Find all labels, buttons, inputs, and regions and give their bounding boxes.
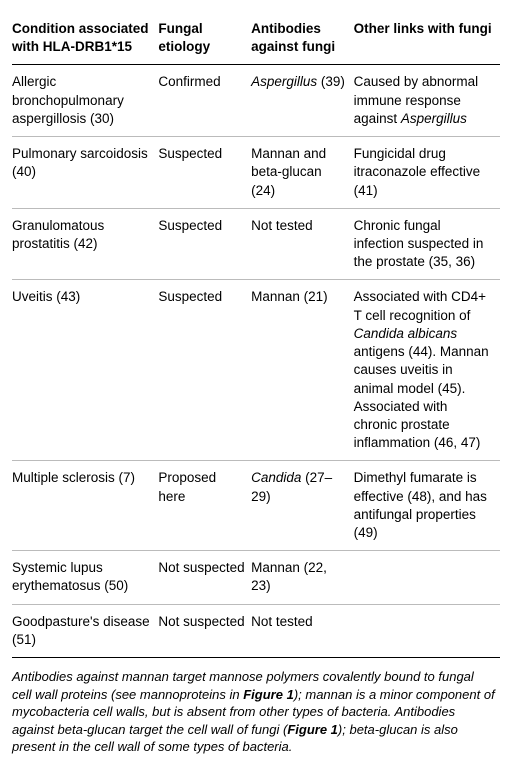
cell-condition: Pulmonary sarcoidosis (40)	[12, 137, 158, 209]
cell-antibodies: Mannan and beta-glucan (24)	[251, 137, 353, 209]
cell-etiology: Suspected	[158, 280, 251, 461]
cell-condition: Granulomatous prostatitis (42)	[12, 208, 158, 280]
table-row: Systemic lupus erythematosus (50)Not sus…	[12, 551, 500, 604]
table-footnote: Antibodies against mannan target mannose…	[12, 658, 500, 756]
table-header: Condition associated with HLA-DRB1*15 Fu…	[12, 12, 500, 65]
col-antibodies: Antibodies against fungi	[251, 12, 353, 65]
cell-antibodies: Aspergillus (39)	[251, 65, 353, 137]
cell-etiology: Suspected	[158, 137, 251, 209]
table-row: Multiple sclerosis (7)Proposed hereCandi…	[12, 461, 500, 551]
cell-other: Associated with CD4+ T cell recognition …	[354, 280, 500, 461]
cell-etiology: Suspected	[158, 208, 251, 280]
cell-condition: Multiple sclerosis (7)	[12, 461, 158, 551]
cell-antibodies: Not tested	[251, 604, 353, 657]
cell-other: Caused by abnormal immune response again…	[354, 65, 500, 137]
table-row: Goodpasture's disease (51)Not suspectedN…	[12, 604, 500, 657]
table-row: Uveitis (43)SuspectedMannan (21)Associat…	[12, 280, 500, 461]
cell-other	[354, 551, 500, 604]
cell-other: Chronic fungal infection suspected in th…	[354, 208, 500, 280]
cell-etiology: Proposed here	[158, 461, 251, 551]
cell-other: Dimethyl fumarate is effective (48), and…	[354, 461, 500, 551]
table-row: Allergic bronchopulmonary aspergillosis …	[12, 65, 500, 137]
table-body: Allergic bronchopulmonary aspergillosis …	[12, 65, 500, 658]
cell-other: Fungicidal drug itraconazole effective (…	[354, 137, 500, 209]
cell-antibodies: Mannan (22, 23)	[251, 551, 353, 604]
cell-etiology: Not suspected	[158, 551, 251, 604]
col-other: Other links with fungi	[354, 12, 500, 65]
cell-antibodies: Mannan (21)	[251, 280, 353, 461]
cell-other	[354, 604, 500, 657]
cell-etiology: Not suspected	[158, 604, 251, 657]
table-row: Granulomatous prostatitis (42)SuspectedN…	[12, 208, 500, 280]
col-condition: Condition associated with HLA-DRB1*15	[12, 12, 158, 65]
col-etiology: Fungal etiology	[158, 12, 251, 65]
cell-antibodies: Candida (27–29)	[251, 461, 353, 551]
table-row: Pulmonary sarcoidosis (40)SuspectedManna…	[12, 137, 500, 209]
cell-condition: Goodpasture's disease (51)	[12, 604, 158, 657]
cell-condition: Systemic lupus erythematosus (50)	[12, 551, 158, 604]
cell-condition: Allergic bronchopulmonary aspergillosis …	[12, 65, 158, 137]
hla-drb1-table: Condition associated with HLA-DRB1*15 Fu…	[12, 12, 500, 658]
cell-antibodies: Not tested	[251, 208, 353, 280]
cell-condition: Uveitis (43)	[12, 280, 158, 461]
cell-etiology: Confirmed	[158, 65, 251, 137]
